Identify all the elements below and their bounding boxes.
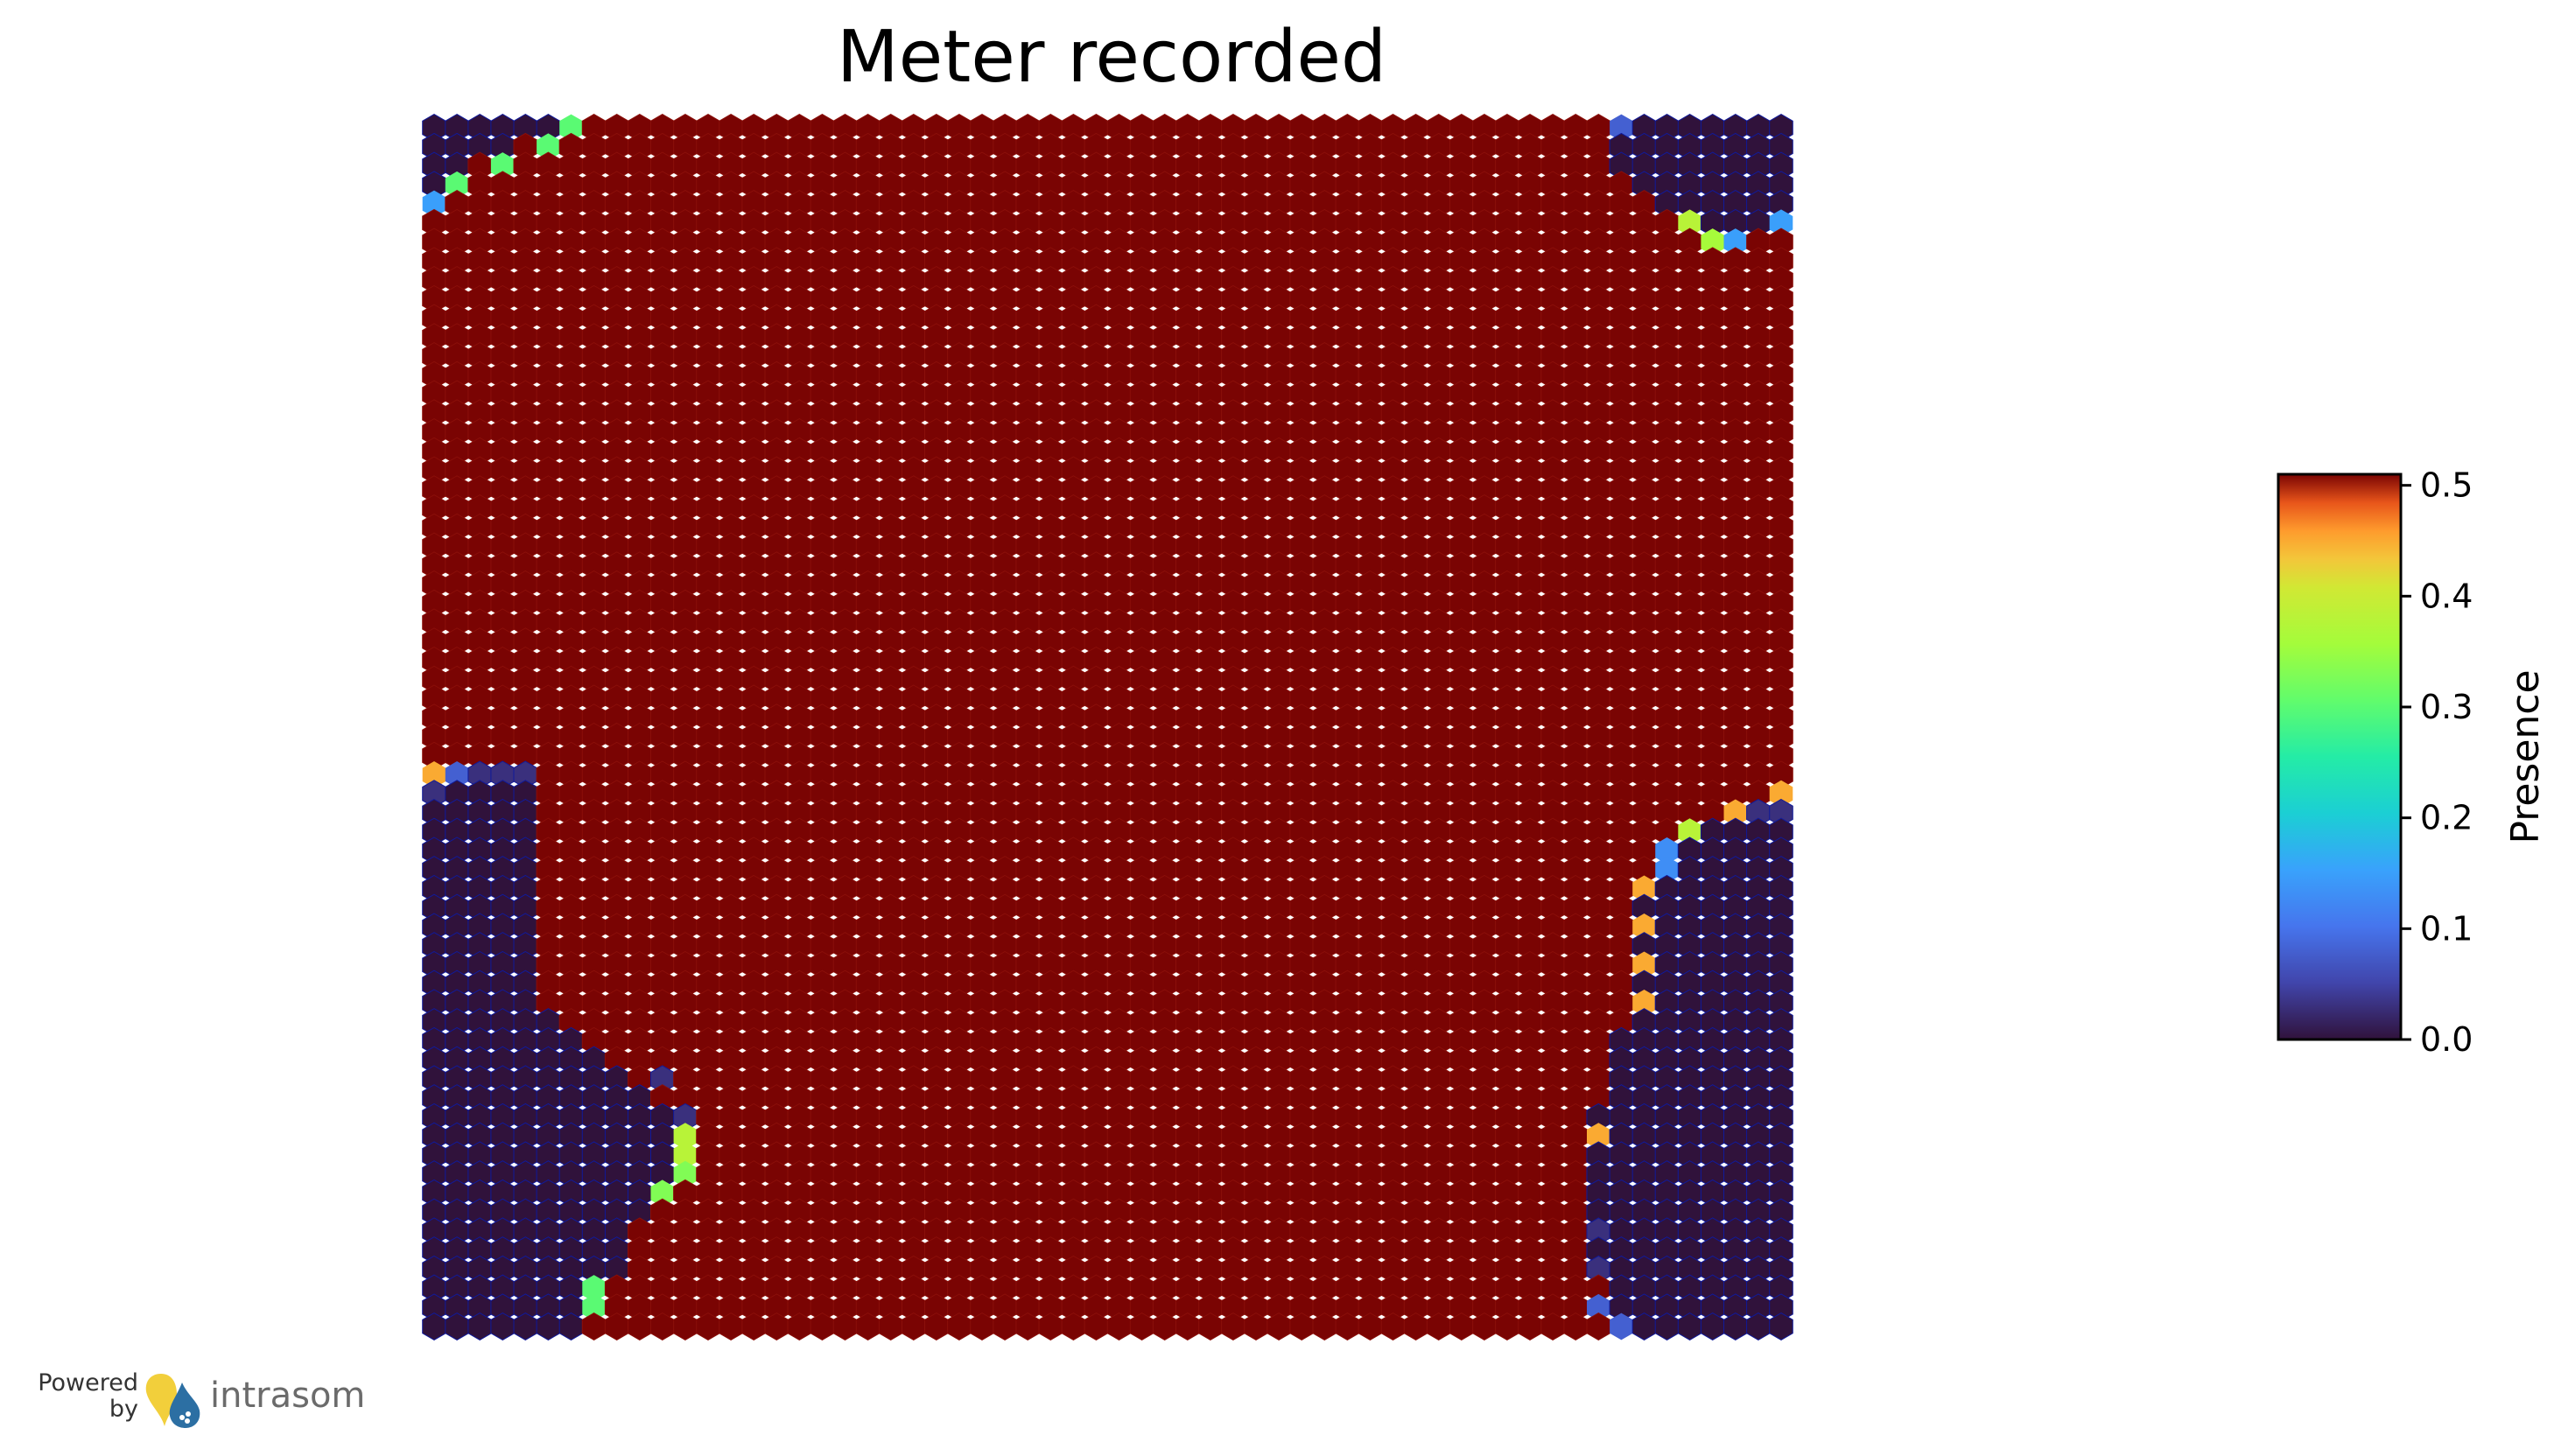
hex-cell bbox=[1358, 1312, 1383, 1340]
hex-cell bbox=[719, 1312, 743, 1340]
hex-cell bbox=[1495, 1312, 1519, 1340]
hex-cell bbox=[445, 1312, 469, 1340]
powered-text: Powered bbox=[38, 1369, 138, 1396]
hex-cell bbox=[1540, 1312, 1565, 1340]
hex-cell bbox=[1266, 1312, 1291, 1340]
colorbar-tick-label: 0.4 bbox=[2420, 577, 2473, 615]
hex-cell bbox=[764, 1312, 789, 1340]
colorbar: 0.0 0.1 0.2 0.3 0.4 0.5 Presence bbox=[2277, 466, 2548, 1059]
hex-cell bbox=[490, 152, 515, 179]
hex-cell bbox=[467, 1312, 492, 1340]
hex-cell bbox=[947, 1312, 972, 1340]
hex-cell bbox=[1221, 1312, 1245, 1340]
colorbar-ticks: 0.0 0.1 0.2 0.3 0.4 0.5 bbox=[2401, 466, 2473, 1059]
hex-cell bbox=[1700, 1312, 1725, 1340]
hex-cell bbox=[1038, 1312, 1063, 1340]
hex-cell bbox=[1610, 1312, 1633, 1340]
hex-cell bbox=[1563, 1312, 1588, 1340]
by-text: by bbox=[109, 1396, 138, 1423]
hex-cell bbox=[1289, 1312, 1314, 1340]
colorbar-tick-label: 0.5 bbox=[2420, 466, 2473, 505]
hex-cell bbox=[787, 1312, 812, 1340]
hex-cell bbox=[1403, 1312, 1428, 1340]
hex-cell bbox=[1631, 1312, 1657, 1340]
hex-cell bbox=[1769, 780, 1793, 808]
colorbar-tick-label: 0.1 bbox=[2420, 909, 2473, 948]
colorbar-gradient bbox=[2277, 472, 2403, 1041]
hex-cell bbox=[855, 1312, 881, 1340]
hex-cell bbox=[1449, 1312, 1474, 1340]
hex-cell bbox=[1632, 875, 1656, 903]
hex-cell bbox=[1655, 856, 1679, 884]
hex-cell bbox=[650, 1312, 675, 1340]
hex-cell bbox=[581, 1312, 607, 1340]
hex-cell bbox=[1723, 799, 1748, 827]
hex-cell bbox=[445, 171, 469, 199]
colorbar-tick-label: 0.2 bbox=[2420, 799, 2473, 837]
hex-cell bbox=[422, 761, 446, 788]
hex-cell bbox=[1655, 837, 1679, 864]
hex-cell bbox=[1654, 1312, 1680, 1340]
hex-cell bbox=[1678, 209, 1701, 237]
hex-cell bbox=[1586, 1312, 1611, 1340]
hex-cell bbox=[422, 190, 446, 218]
hex-cell bbox=[1335, 1312, 1360, 1340]
hex-cell bbox=[1015, 1312, 1040, 1340]
hex-cell bbox=[1106, 1312, 1132, 1340]
intrasom-logo-icon bbox=[145, 1374, 200, 1428]
hex-cell bbox=[1746, 1312, 1771, 1340]
powered-by-credit: Powered by intrasom bbox=[25, 1370, 375, 1432]
colorbar-tick-label: 0.0 bbox=[2420, 1020, 2473, 1059]
hex-cell bbox=[422, 1312, 446, 1340]
hex-cell bbox=[558, 1312, 584, 1340]
colorbar-tick-label: 0.3 bbox=[2420, 688, 2473, 726]
hex-cell bbox=[741, 1312, 766, 1340]
hex-cell bbox=[924, 1312, 949, 1340]
hex-cell bbox=[1769, 209, 1793, 237]
intrasom-brand: intrasom bbox=[210, 1376, 366, 1416]
hex-cell bbox=[1701, 228, 1724, 256]
hex-cell bbox=[878, 1312, 903, 1340]
hex-cell bbox=[1061, 1312, 1086, 1340]
hex-cell bbox=[1677, 1312, 1702, 1340]
hex-cell bbox=[1175, 1312, 1200, 1340]
hex-cell bbox=[1426, 1312, 1451, 1340]
hex-cell bbox=[696, 1312, 720, 1340]
hex-cell bbox=[1769, 1312, 1793, 1340]
chart-title: Meter recorded bbox=[836, 16, 1386, 99]
hex-cell bbox=[1678, 818, 1701, 845]
hex-cell bbox=[902, 1312, 926, 1340]
hexagon-grid bbox=[422, 114, 1793, 1340]
hex-cell bbox=[1244, 1312, 1268, 1340]
hex-cell bbox=[1518, 1312, 1542, 1340]
hex-cell bbox=[1312, 1312, 1337, 1340]
colorbar-label: Presence bbox=[2503, 669, 2548, 844]
hex-cell bbox=[1152, 1312, 1177, 1340]
hex-cell bbox=[537, 133, 560, 161]
hex-cell bbox=[1723, 228, 1748, 256]
hex-cell bbox=[1632, 914, 1656, 941]
hex-cell bbox=[1380, 1312, 1406, 1340]
hex-cell bbox=[1632, 951, 1656, 979]
hex-cell bbox=[810, 1312, 835, 1340]
hex-cell bbox=[993, 1312, 1017, 1340]
hex-cell bbox=[536, 1312, 561, 1340]
hex-cell bbox=[832, 1312, 858, 1340]
hex-cell bbox=[628, 1312, 652, 1340]
hex-cell bbox=[1610, 114, 1633, 142]
hex-cell bbox=[559, 114, 583, 142]
hex-cell bbox=[1632, 990, 1656, 1017]
hex-cell bbox=[970, 1312, 994, 1340]
hex-cell bbox=[673, 1312, 698, 1340]
hex-cell bbox=[1472, 1312, 1497, 1340]
hex-cell bbox=[1723, 1312, 1748, 1340]
hex-cell bbox=[513, 1312, 538, 1340]
hex-cell bbox=[490, 1312, 516, 1340]
hex-cell bbox=[1084, 1312, 1109, 1340]
hex-cell bbox=[1198, 1312, 1223, 1340]
hex-cell bbox=[604, 1312, 629, 1340]
hex-cell bbox=[1129, 1312, 1154, 1340]
hex-cell bbox=[445, 761, 469, 788]
